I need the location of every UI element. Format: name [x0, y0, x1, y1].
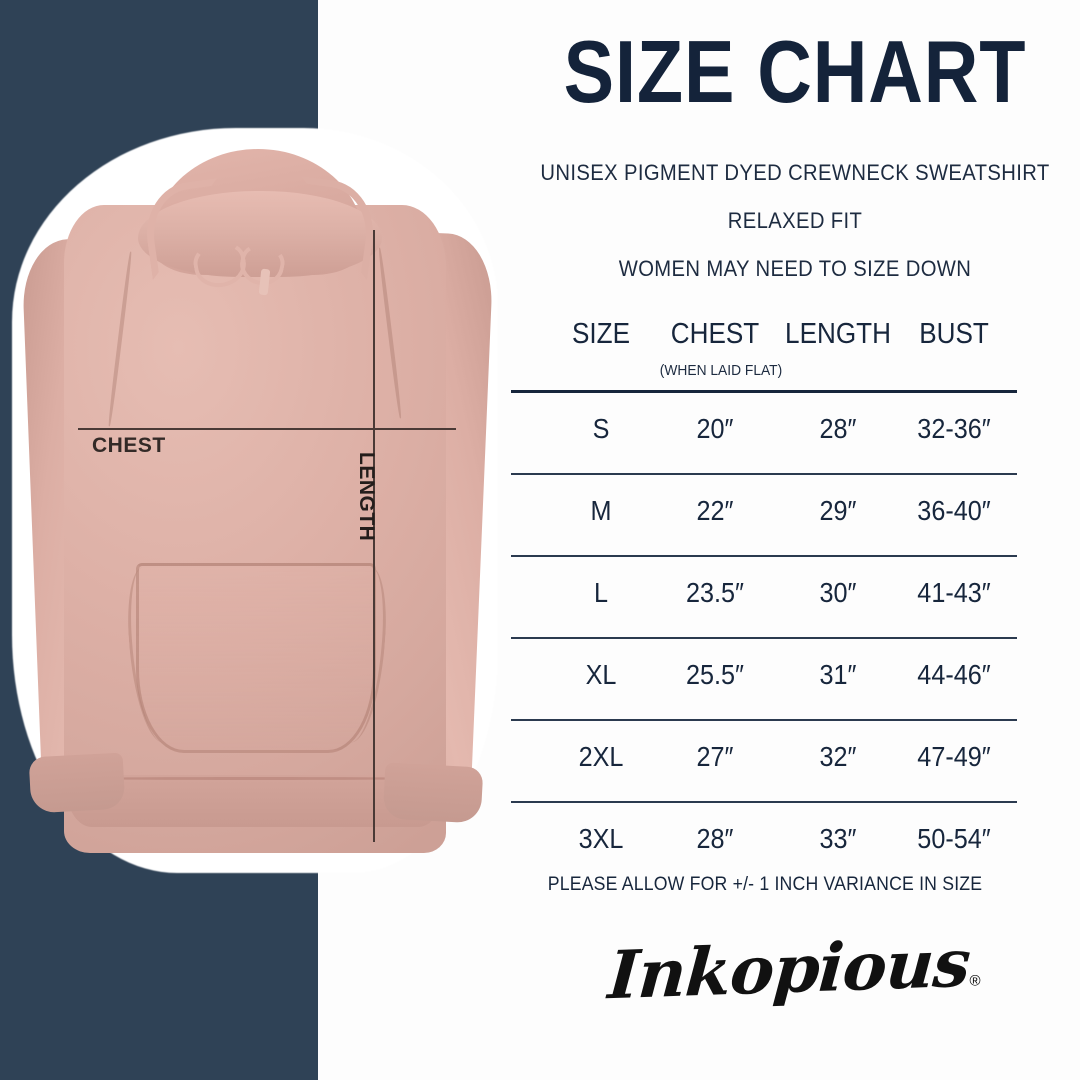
subtitle-product: UNISEX PIGMENT DYED CREWNECK SWEATSHIRT [540, 160, 1050, 185]
column-header-size: SIZE [571, 318, 631, 350]
cell-size: M [590, 495, 612, 526]
registered-trademark-icon: ® [969, 972, 981, 990]
table-row: S 20″ 28″ 32-36″ [511, 393, 1019, 473]
brand-logo: Inkopious® [510, 924, 1080, 1015]
table-header-row: SIZE CHEST LENGTH BUST (WHEN LAID FLAT) [511, 318, 1019, 390]
table-row: XL 25.5″ 31″ 44-46″ [511, 639, 1019, 719]
cell-chest: 22″ [696, 495, 734, 526]
chest-measure-line [78, 428, 456, 430]
cell-size: L [593, 577, 609, 608]
cell-length: 32″ [819, 741, 857, 772]
cell-bust: 47-49″ [917, 741, 991, 772]
garment-body [64, 205, 446, 853]
table-rule [511, 637, 1017, 639]
hood-edge-right [287, 175, 381, 281]
cell-bust: 50-54″ [917, 823, 991, 854]
cell-bust: 41-43″ [917, 577, 991, 608]
cell-size: S [592, 413, 610, 444]
table-rule [511, 473, 1017, 475]
column-header-bust: BUST [919, 318, 989, 350]
cell-length: 29″ [819, 495, 857, 526]
page-title: SIZE CHART [563, 22, 1027, 121]
cell-bust: 44-46″ [917, 659, 991, 690]
subtitle-advice: WOMEN MAY NEED TO SIZE DOWN [618, 256, 972, 281]
cuff-right [382, 762, 484, 824]
cell-length: 28″ [819, 413, 857, 444]
table-rule [511, 719, 1017, 721]
cell-chest: 23.5″ [686, 577, 744, 608]
chest-measure-label: CHEST [92, 434, 166, 457]
length-measure-line [373, 230, 375, 842]
cell-size: 2XL [578, 741, 624, 772]
cell-length: 33″ [819, 823, 857, 854]
table-row: M 22″ 29″ 36-40″ [511, 475, 1019, 555]
column-header-length: LENGTH [785, 318, 891, 350]
column-header-chest: CHEST [670, 318, 760, 350]
table-row: 3XL 28″ 33″ 50-54″ [511, 803, 1019, 883]
table-rule [511, 801, 1017, 803]
subtitle-fit: RELAXED FIT [727, 208, 863, 233]
when-laid-flat-note: (WHEN LAID FLAT) [659, 362, 783, 379]
cell-size: XL [585, 659, 617, 690]
variance-footnote: PLEASE ALLOW FOR +/- 1 INCH VARIANCE IN … [547, 874, 983, 895]
table-rule-header [511, 390, 1017, 393]
cuff-left [28, 752, 126, 814]
cell-chest: 28″ [696, 823, 734, 854]
cell-chest: 27″ [696, 741, 734, 772]
cell-chest: 25.5″ [686, 659, 744, 690]
length-measure-label: LENGTH [355, 452, 378, 542]
hoodie-illustration [21, 143, 495, 859]
brand-name: Inkopious [606, 923, 973, 1015]
cell-length: 30″ [819, 577, 857, 608]
table-rule [511, 555, 1017, 557]
cell-chest: 20″ [696, 413, 734, 444]
subtitle-group: UNISEX PIGMENT DYED CREWNECK SWEATSHIRT … [510, 160, 1080, 304]
product-photo: CHEST LENGTH [0, 0, 510, 1080]
kangaroo-pocket [136, 563, 376, 753]
size-table: SIZE CHEST LENGTH BUST (WHEN LAID FLAT) … [511, 318, 1019, 883]
table-row: 2XL 27″ 32″ 47-49″ [511, 721, 1019, 801]
cell-length: 31″ [819, 659, 857, 690]
info-panel: SIZE CHART UNISEX PIGMENT DYED CREWNECK … [510, 0, 1080, 1080]
hood-roll [138, 191, 382, 277]
cell-size: 3XL [578, 823, 624, 854]
table-row: L 23.5″ 30″ 41-43″ [511, 557, 1019, 637]
hem-seam [68, 777, 442, 780]
cell-bust: 36-40″ [917, 495, 991, 526]
ribbed-hem [66, 775, 444, 827]
cell-bust: 32-36″ [917, 413, 991, 444]
